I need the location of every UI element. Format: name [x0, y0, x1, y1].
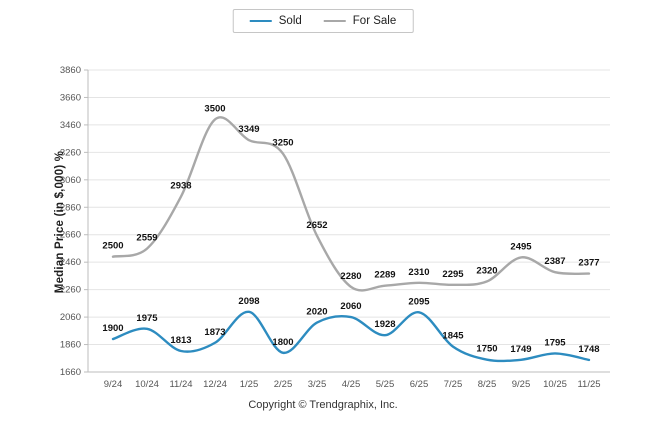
- copyright-text: Copyright © Trendgraphix, Inc.: [248, 399, 398, 411]
- point-label: 2938: [170, 181, 191, 192]
- x-tick-label: 10/24: [135, 379, 159, 390]
- x-tick-label: 9/25: [512, 379, 531, 390]
- legend-label-for-sale: For Sale: [352, 15, 397, 27]
- legend-item-sold: Sold: [249, 15, 302, 27]
- x-tick-label: 9/24: [104, 379, 123, 390]
- x-tick-label: 1/25: [240, 379, 259, 390]
- chart-legend: Sold For Sale: [232, 9, 414, 33]
- point-label: 2095: [408, 296, 430, 307]
- point-label: 1873: [204, 327, 225, 338]
- y-axis-title: Median Price (in $,000) %: [54, 150, 66, 294]
- x-tick-label: 6/25: [410, 379, 429, 390]
- point-label: 2652: [306, 220, 327, 231]
- point-label: 2280: [340, 271, 361, 282]
- point-label: 2310: [408, 267, 429, 278]
- sold-line: [111, 310, 591, 363]
- y-tick-label: 3460: [60, 120, 81, 131]
- x-tick-label: 3/25: [308, 379, 327, 390]
- y-tick-label: 1660: [60, 367, 81, 378]
- point-label: 3500: [204, 103, 225, 114]
- y-tick-label: 2860: [60, 202, 81, 213]
- y-tick-label: 3660: [60, 92, 81, 103]
- x-tick-label: 11/24: [169, 379, 192, 390]
- y-tick-label: 1860: [60, 340, 81, 351]
- point-label: 2377: [578, 258, 599, 269]
- point-label: 1749: [510, 344, 531, 355]
- point-label: 2098: [238, 296, 259, 307]
- y-tick-label: 3060: [60, 175, 81, 186]
- x-tick-label: 11/25: [577, 379, 600, 390]
- point-label: 2320: [476, 265, 497, 276]
- point-label: 1845: [442, 331, 464, 342]
- x-tick-label: 4/25: [342, 379, 361, 390]
- y-tick-label: 2260: [60, 285, 81, 296]
- point-label: 1813: [170, 335, 191, 346]
- legend-label-sold: Sold: [278, 15, 302, 27]
- point-label: 2495: [510, 241, 532, 252]
- point-label: 1928: [374, 319, 395, 330]
- point-label: 1795: [544, 337, 566, 348]
- point-label: 1900: [102, 323, 123, 334]
- x-tick-label: 2/25: [274, 379, 293, 390]
- x-tick-label: 10/25: [543, 379, 567, 390]
- y-tick-label: 2660: [60, 230, 81, 241]
- point-label: 2020: [306, 307, 327, 318]
- point-label: 1975: [136, 313, 158, 324]
- for-sale-line: [111, 116, 591, 292]
- for-sale-line-swatch: [323, 20, 346, 22]
- point-label: 2289: [374, 270, 395, 281]
- y-tick-label: 3860: [60, 65, 81, 76]
- y-tick-label: 3260: [60, 147, 81, 158]
- y-tick-label: 2460: [60, 257, 81, 268]
- x-tick-label: 12/24: [203, 379, 227, 390]
- sold-line-swatch: [249, 20, 272, 22]
- point-label: 3250: [272, 138, 293, 149]
- point-label: 1750: [476, 344, 497, 355]
- y-tick-label: 2060: [60, 312, 81, 323]
- point-label: 1748: [578, 344, 599, 355]
- point-label: 1800: [272, 337, 293, 348]
- point-label: 2500: [102, 241, 123, 252]
- x-tick-label: 7/25: [444, 379, 463, 390]
- point-label: 2387: [544, 256, 565, 267]
- point-label: 3349: [238, 124, 259, 135]
- point-label: 2060: [340, 301, 361, 312]
- point-label: 2559: [136, 233, 157, 244]
- point-label: 2295: [442, 269, 464, 280]
- x-tick-label: 8/25: [478, 379, 497, 390]
- x-tick-label: 5/25: [376, 379, 395, 390]
- legend-item-for-sale: For Sale: [323, 15, 397, 27]
